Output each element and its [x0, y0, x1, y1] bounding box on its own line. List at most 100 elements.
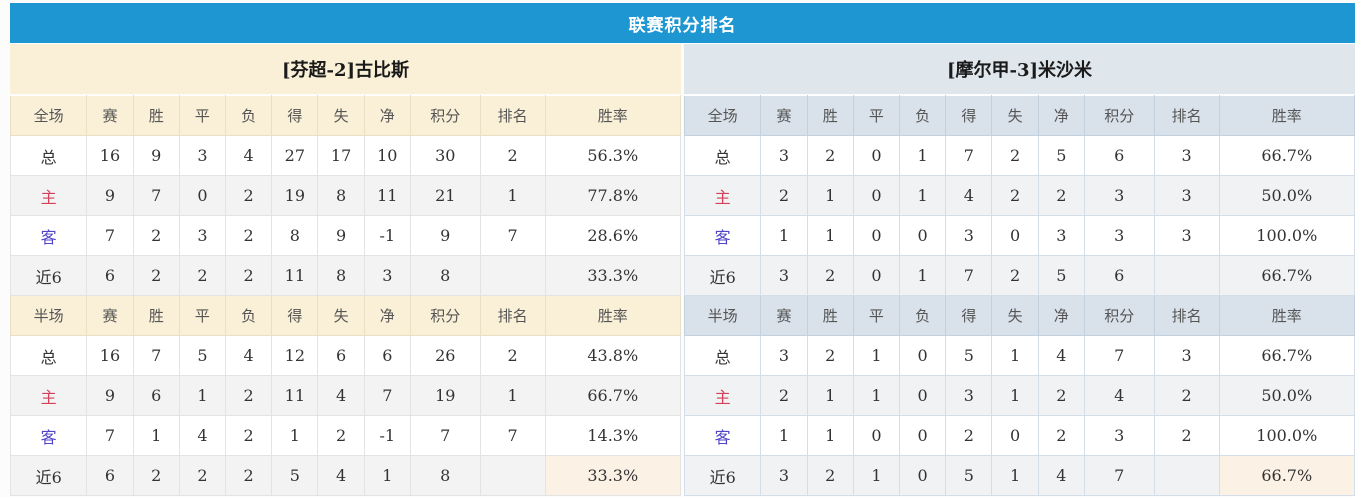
column-header-cell: 胜率 [1218, 295, 1355, 336]
row-label-cell: 近6 [683, 255, 762, 296]
points-cell: 9 [409, 215, 481, 256]
row-label-cell: 主 [9, 175, 88, 216]
stat-cell: 1 [132, 415, 180, 456]
stat-cell: 19 [271, 175, 319, 216]
rank-cell [479, 255, 546, 296]
column-header-cell: 负 [225, 95, 273, 136]
team-panels: [芬超-2]古比斯 全场赛胜平负得失净积分 排名 胜率总 16 9 3 4 27 17 10 30 2… [9, 44, 1355, 496]
winrate-cell: 43.8% [544, 335, 682, 376]
stat-cell: 27 [271, 135, 319, 176]
table-row: 近6 6 2 2 2 11 8 3 8 33.3% [9, 255, 682, 296]
table-row: 近6 3 2 1 0 5 1 4 7 66.7% [683, 455, 1355, 496]
stat-cell: 5 [1037, 135, 1085, 176]
column-header-cell: 失 [317, 95, 365, 136]
row-label-cell: 总 [9, 335, 88, 376]
column-header-cell: 得 [945, 95, 993, 136]
row-label-cell: 客 [9, 415, 88, 456]
team-name-right: [摩尔甲-3]米沙米 [684, 44, 1355, 94]
stat-cell: 1 [806, 175, 854, 216]
points-cell: 4 [1083, 375, 1155, 416]
table-row: 近6 6 2 2 2 5 4 1 8 33.3% [9, 455, 682, 496]
stat-cell: 0 [852, 135, 901, 176]
row-label-cell: 总 [683, 135, 762, 176]
column-header-cell: 排名 [1153, 95, 1220, 136]
stat-cell: 11 [363, 175, 411, 216]
column-header-cell: 排名 [479, 95, 546, 136]
stat-cell: 2 [178, 255, 227, 296]
winrate-cell: 66.7% [1218, 135, 1355, 176]
column-header-cell: 平 [178, 95, 227, 136]
stat-cell: 0 [899, 215, 947, 256]
column-header-cell: 胜率 [1218, 95, 1355, 136]
points-cell: 6 [1083, 255, 1155, 296]
stat-cell: 1 [852, 455, 901, 496]
rank-cell: 2 [479, 135, 546, 176]
stat-cell: 4 [1037, 335, 1085, 376]
column-header-row: 半场赛胜平负得失净积分 排名 胜率 [9, 295, 682, 336]
points-cell: 6 [1083, 135, 1155, 176]
stat-cell: 0 [852, 415, 901, 456]
stat-cell: 2 [991, 135, 1039, 176]
stat-cell: 7 [86, 215, 134, 256]
stat-cell: 2 [178, 455, 227, 496]
winrate-cell: 33.3% [544, 455, 682, 496]
column-header-cell: 排名 [479, 295, 546, 336]
row-label-cell: 总 [683, 335, 762, 376]
rank-cell: 7 [479, 415, 546, 456]
stat-cell: 3 [760, 135, 808, 176]
table-row: 客 7 2 3 2 8 9 -1 9 7 28.6% [9, 215, 682, 256]
rank-cell: 1 [479, 175, 546, 216]
rank-cell [1153, 255, 1220, 296]
scope-header-cell: 半场 [9, 295, 88, 336]
column-header-cell: 胜率 [544, 295, 682, 336]
rank-cell: 3 [1153, 135, 1220, 176]
scope-header-cell: 全场 [9, 95, 88, 136]
column-header-cell: 净 [1037, 95, 1085, 136]
table-row: 总 16 7 5 4 12 6 6 26 2 43.8% [9, 335, 682, 376]
column-header-cell: 胜率 [544, 95, 682, 136]
stat-cell: 5 [945, 335, 993, 376]
winrate-cell: 50.0% [1218, 375, 1355, 416]
points-cell: 7 [1083, 455, 1155, 496]
scope-header-cell: 半场 [683, 295, 762, 336]
stat-cell: 3 [178, 215, 227, 256]
stat-cell: 2 [991, 175, 1039, 216]
column-header-row: 半场赛胜平负得失净积分 排名 胜率 [683, 295, 1355, 336]
column-header-cell: 排名 [1153, 295, 1220, 336]
stat-cell: 3 [1037, 215, 1085, 256]
stat-cell: 1 [271, 415, 319, 456]
table-row: 客 7 1 4 2 1 2 -1 7 7 14.3% [9, 415, 682, 456]
stat-cell: 3 [760, 335, 808, 376]
stat-cell: 4 [945, 175, 993, 216]
stat-cell: 4 [317, 375, 365, 416]
stat-cell: 0 [899, 335, 947, 376]
stat-cell: 0 [991, 415, 1039, 456]
column-header-cell: 负 [225, 295, 273, 336]
stat-cell: -1 [363, 415, 411, 456]
winrate-cell: 56.3% [544, 135, 682, 176]
stat-cell: 0 [899, 415, 947, 456]
column-header-cell: 赛 [86, 295, 134, 336]
stat-cell: 7 [86, 415, 134, 456]
stat-cell: 12 [271, 335, 319, 376]
stat-cell: 2 [317, 415, 365, 456]
winrate-cell: 14.3% [544, 415, 682, 456]
stat-cell: 3 [945, 375, 993, 416]
points-cell: 26 [409, 335, 481, 376]
row-label-cell: 近6 [9, 455, 88, 496]
stat-cell: 4 [225, 335, 273, 376]
stat-cell: 7 [132, 175, 180, 216]
rank-cell: 3 [1153, 215, 1220, 256]
column-header-cell: 积分 [1083, 295, 1155, 336]
winrate-cell: 28.6% [544, 215, 682, 256]
stat-cell: 0 [899, 375, 947, 416]
stat-cell: 0 [852, 175, 901, 216]
row-label-cell: 近6 [683, 455, 762, 496]
points-cell: 19 [409, 375, 481, 416]
stats-table-right: 全场赛胜平负得失净积分 排名 胜率总 3 2 0 1 7 2 5 6 3 66.7% 主 2 1 0 1 4 2 2 3 3… [683, 95, 1355, 496]
column-header-cell: 负 [899, 295, 947, 336]
rank-cell: 3 [1153, 175, 1220, 216]
stat-cell: 9 [132, 135, 180, 176]
rank-cell: 2 [479, 335, 546, 376]
column-header-cell: 赛 [760, 295, 808, 336]
